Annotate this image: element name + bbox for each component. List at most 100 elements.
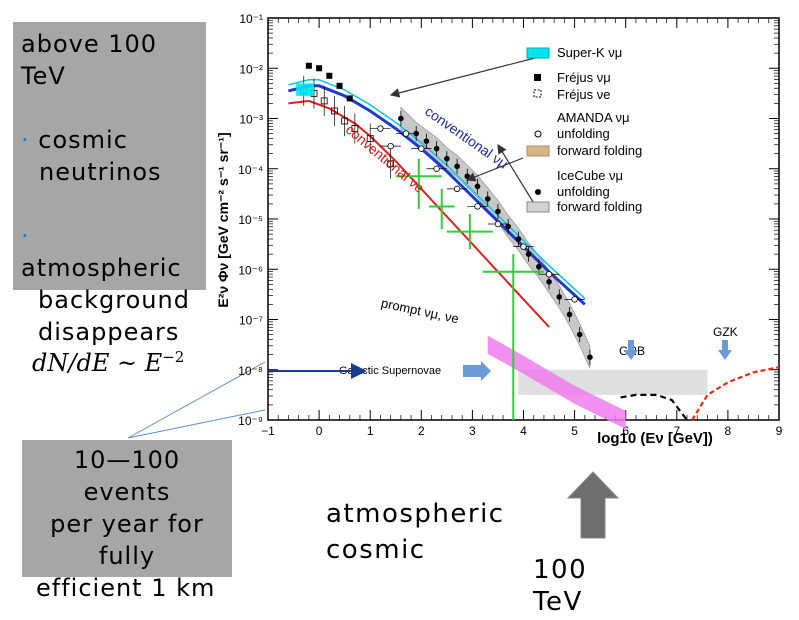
legend-icecube-unfolding: unfolding (557, 184, 610, 199)
supernova-blue-arrow (463, 361, 491, 381)
y-tick-label: 10⁻⁶ (238, 263, 263, 277)
axis-ticks (267, 17, 780, 421)
x-tick-label: 8 (725, 424, 732, 438)
frejus-e-point (366, 135, 374, 142)
icecube-point (525, 251, 532, 257)
gzk-label: GZK (713, 325, 738, 339)
icecube-point (474, 183, 481, 190)
icecube-point (454, 163, 460, 170)
atmospheric-caption: atmospheric (326, 499, 505, 529)
legend-amanda-forward-swatch (526, 145, 550, 157)
icecube-pointer-arrow (497, 143, 539, 211)
bullet-dot: · (21, 126, 30, 154)
icecube-point (576, 331, 583, 338)
legend-icecube-forward-swatch (526, 201, 550, 213)
legend-amanda-unfolding: unfolding (557, 126, 610, 141)
x-tick-label: 3 (469, 424, 476, 438)
legend-frejus-mu-marker (534, 74, 541, 81)
x-tick-labels: −1 0 1 2 3 4 5 6 7 8 9 (261, 424, 783, 438)
x-tick-label: 5 (571, 424, 578, 438)
flux-chart: 10⁻¹ 10⁻² 10⁻³ 10⁻⁴ 10⁻⁵ 10⁻⁶ 10⁻⁷ 10⁻⁸ 10⁻⁹ −1 0… (215, 12, 783, 447)
spectrum-formula: dN/dE ~ E−2 (32, 348, 184, 377)
bullet-2-text-3: disappears (38, 318, 180, 346)
legend: Super-K νμ Fréjus νμ Fréjus νe AMANDA νμ… (526, 45, 642, 214)
conventional-e-line (288, 99, 550, 328)
grb-line (620, 393, 688, 421)
forward-pointer-arrow (465, 157, 524, 182)
summary-box: above 100 TeV · cosmic neutrinos · atmos… (13, 22, 206, 290)
frejus-mu-point (346, 95, 353, 102)
energy-caption: 100 (533, 555, 588, 585)
frejus-mu-point (305, 62, 312, 69)
x-tick-label: 7 (673, 424, 680, 438)
events-line-3: per year for (50, 510, 204, 538)
conventional-mu-band (288, 79, 586, 299)
events-box: 10—100 events per year for fully (22, 440, 232, 577)
bullet-2-text-2: background (38, 286, 190, 314)
frejus-mu-point (326, 72, 333, 79)
amanda-point (402, 130, 410, 137)
icecube-point (423, 138, 430, 144)
icecube-point (464, 173, 471, 180)
bullet-1-text: cosmic (38, 126, 128, 154)
x-tick-label: 2 (418, 424, 425, 438)
x-tick-label: 6 (622, 424, 629, 438)
icecube-point (546, 279, 552, 285)
amanda-point (387, 142, 394, 150)
events-line-1: 10—100 (73, 446, 181, 474)
callout-lines (127, 361, 266, 439)
grb-blue-arrow (624, 340, 638, 360)
prompt-band (487, 335, 626, 429)
y-tick-label: 10⁻¹ (239, 12, 263, 26)
legend-amanda-marker (534, 130, 542, 138)
x-tick-label: 0 (316, 424, 323, 438)
frejus-e-point (351, 125, 359, 132)
plot-frame (267, 17, 780, 421)
legend-icecube: IceCube νμ (557, 168, 623, 183)
y-tick-label: 10⁻⁹ (238, 414, 263, 428)
frejus-mu-point (316, 65, 323, 72)
callout-line (127, 361, 266, 439)
amanda-point (474, 203, 481, 210)
frejus-e-point (320, 97, 328, 105)
frejus-mu-point (336, 82, 343, 89)
y-tick-labels: 10⁻¹ 10⁻² 10⁻³ 10⁻⁴ 10⁻⁵ 10⁻⁶ 10⁻⁷ 10⁻⁸ 10⁻⁹ (238, 12, 263, 428)
superk-pointer-arrow (389, 57, 536, 98)
icecube-point (566, 311, 573, 318)
gzk-blue-arrow (718, 340, 732, 360)
x-tick-label: −1 (261, 424, 275, 438)
icecube-point (433, 145, 440, 152)
gzk-line (691, 366, 780, 421)
y-tick-label: 10⁻⁴ (238, 163, 263, 177)
y-tick-label: 10⁻⁸ (238, 364, 263, 378)
x-axis-label: log10 (Eν [GeV]) (597, 430, 713, 447)
summary-line-2: TeV (21, 62, 66, 90)
legend-amanda: AMANDA νμ (557, 110, 630, 125)
legend-amanda-forward: forward folding (557, 143, 642, 158)
summary-line-1: above 100 (21, 30, 158, 58)
amanda-point (433, 165, 440, 172)
bullet-2-text: atmospheric (21, 254, 182, 282)
formula-text: dN/dE ~ E (32, 349, 163, 377)
icecube-point (505, 223, 511, 230)
legend-frejus-mu: Fréjus νμ (557, 70, 611, 85)
icecube-point (495, 208, 501, 215)
arrow-shape (566, 471, 620, 539)
y-tick-label: 10⁻² (239, 62, 263, 76)
legend-icecube-marker (535, 189, 541, 195)
amanda-point (418, 145, 425, 152)
cosmic-crosses (395, 158, 544, 420)
frejus-e-point (387, 160, 395, 168)
x-tick-label: 9 (776, 424, 783, 438)
icecube-point (444, 155, 450, 162)
frejus-e-point (331, 107, 338, 115)
cosmic-caption: cosmic (326, 535, 426, 565)
callout-line (127, 409, 266, 439)
icecube-band (400, 106, 591, 369)
energy-unit-caption: TeV (533, 587, 583, 617)
y-axis-label: E²ν Φν [GeV cm⁻² s⁻¹ sr⁻¹] (215, 132, 231, 307)
amanda-point (494, 220, 502, 228)
icecube-point (398, 115, 404, 122)
frejus-e-point (341, 117, 349, 125)
x-tick-label: 4 (520, 424, 527, 438)
